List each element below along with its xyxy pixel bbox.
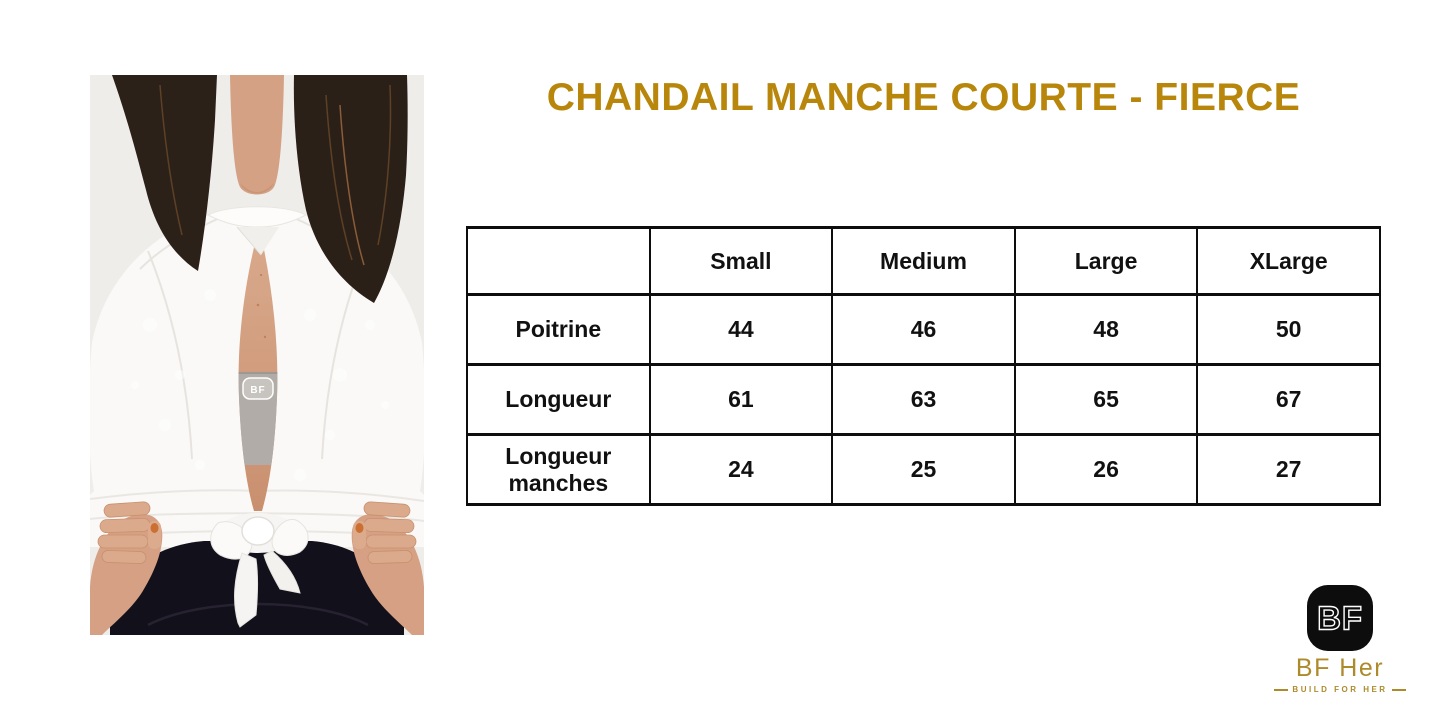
cell-value: 44: [648, 293, 834, 366]
tagline-right-dash: [1391, 688, 1406, 691]
brand-logo: BF BF Her BUILD FOR HER: [1274, 585, 1406, 694]
cell-value: 27: [1196, 433, 1381, 506]
brand-tagline: BUILD FOR HER: [1274, 685, 1406, 694]
sports-bra: BF: [238, 372, 278, 465]
brand-name: BF Her: [1295, 654, 1385, 682]
size-column-xlarge: XLarge: [1196, 226, 1381, 296]
product-photo-illustration: BF: [90, 75, 424, 635]
cell-value: 63: [831, 363, 1016, 436]
tagline-left-dash: [1274, 688, 1289, 691]
table-row-poitrine: Poitrine 44 46 48 50: [466, 293, 1381, 366]
cell-value: 65: [1013, 363, 1199, 436]
size-chart-table: Small Medium Large XLarge Poitrine 44 46…: [466, 226, 1381, 506]
cell-value: 48: [1013, 293, 1199, 366]
size-chart-corner-cell: [466, 226, 651, 296]
cell-value: 25: [831, 433, 1016, 506]
tagline-text: BUILD FOR HER: [1292, 685, 1388, 694]
cell-value: 26: [1013, 433, 1199, 506]
bf-monogram-icon: BF: [1307, 585, 1373, 651]
size-column-medium: Medium: [831, 226, 1016, 296]
bf-monogram-text: BF: [1317, 599, 1363, 636]
size-column-small: Small: [648, 226, 834, 296]
hair: [112, 75, 408, 303]
table-row-longueur-manches: Longueur manches 24 25 26 27: [466, 433, 1381, 506]
product-photo: BF: [90, 75, 424, 635]
bra-tag-logo: BF: [250, 385, 265, 396]
cell-value: 24: [648, 433, 834, 506]
shirt-knot: [210, 513, 309, 628]
size-chart-header-row: Small Medium Large XLarge: [466, 226, 1381, 296]
cell-value: 67: [1196, 363, 1381, 436]
row-label: Longueur manches: [466, 433, 651, 506]
cell-value: 46: [831, 293, 1016, 366]
size-column-large: Large: [1013, 226, 1199, 296]
cell-value: 50: [1196, 293, 1381, 366]
row-label: Poitrine: [466, 293, 651, 366]
row-label: Longueur: [466, 363, 651, 436]
page-title: CHANDAIL MANCHE COURTE - FIERCE: [546, 76, 1301, 119]
cell-value: 61: [648, 363, 834, 436]
table-row-longueur: Longueur 61 63 65 67: [466, 363, 1381, 436]
